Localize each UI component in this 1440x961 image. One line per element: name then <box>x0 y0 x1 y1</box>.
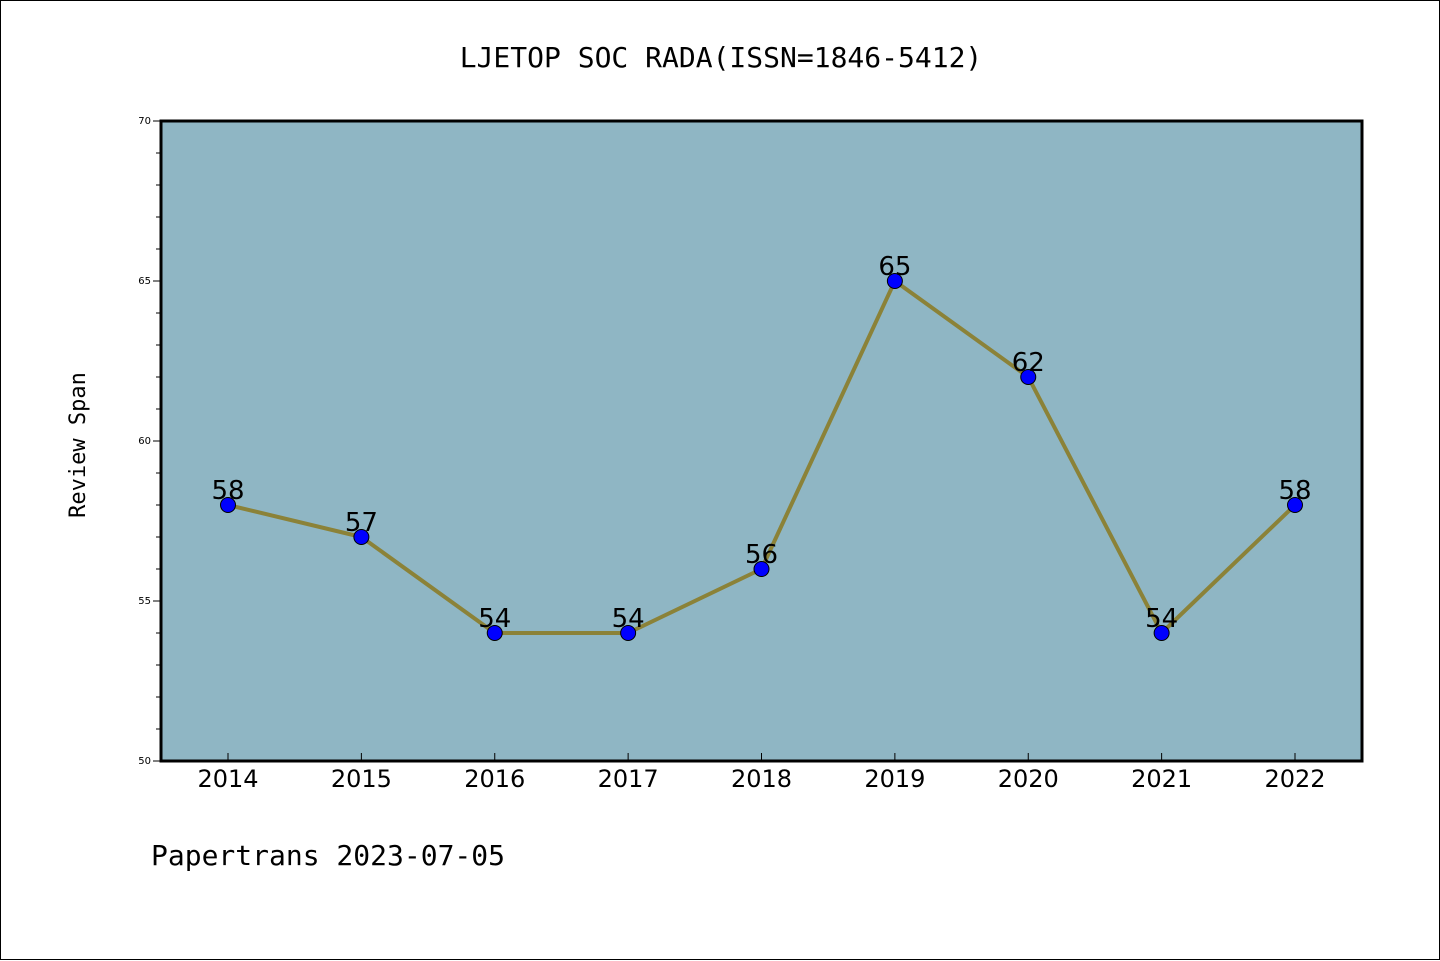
data-label: 58 <box>211 476 244 506</box>
data-point <box>220 497 236 513</box>
footer-credit: Papertrans 2023-07-05 <box>151 839 505 872</box>
y-tick-label: 50 <box>138 756 151 767</box>
data-labels: 58 57 54 54 56 65 62 54 58 <box>211 252 1311 634</box>
y-tick-label: 60 <box>138 436 151 447</box>
x-tick-label: 2020 <box>998 765 1059 793</box>
data-point <box>620 625 637 641</box>
data-label: 54 <box>1145 604 1178 634</box>
x-tick-label: 2022 <box>1264 765 1325 793</box>
x-tick-label: 2019 <box>864 765 925 793</box>
data-points <box>220 273 1303 641</box>
data-label: 65 <box>878 252 911 282</box>
data-point <box>1153 625 1170 641</box>
data-point <box>753 561 770 577</box>
x-axis: 2014 2015 2016 2017 2018 2019 2020 2021 2022 <box>197 753 1326 793</box>
data-label: 58 <box>1278 476 1311 506</box>
y-axis-label: Review Span <box>66 372 91 518</box>
data-point <box>886 273 903 289</box>
data-label: 56 <box>745 540 778 570</box>
data-label: 54 <box>612 604 645 634</box>
x-tick-label: 2016 <box>464 765 525 793</box>
plot-area <box>159 119 1364 763</box>
x-tick-label: 2015 <box>331 765 392 793</box>
x-tick-label: 2014 <box>197 765 258 793</box>
y-tick-label: 65 <box>138 276 151 287</box>
data-point <box>486 625 503 641</box>
y-tick-label: 55 <box>138 596 151 607</box>
data-point <box>353 529 370 545</box>
x-tick-label: 2021 <box>1131 765 1192 793</box>
y-axis: 50 55 60 65 70 <box>138 116 161 767</box>
data-label: 57 <box>345 508 378 538</box>
data-label: 62 <box>1012 348 1045 378</box>
x-tick-label: 2017 <box>598 765 659 793</box>
chart-title: LJETOP SOC RADA(ISSN=1846-5412) <box>460 41 983 74</box>
x-tick-label: 2018 <box>731 765 792 793</box>
data-label: 54 <box>478 604 511 634</box>
data-point <box>1287 497 1303 513</box>
data-point <box>1020 369 1037 385</box>
y-tick-label: 70 <box>138 116 151 127</box>
